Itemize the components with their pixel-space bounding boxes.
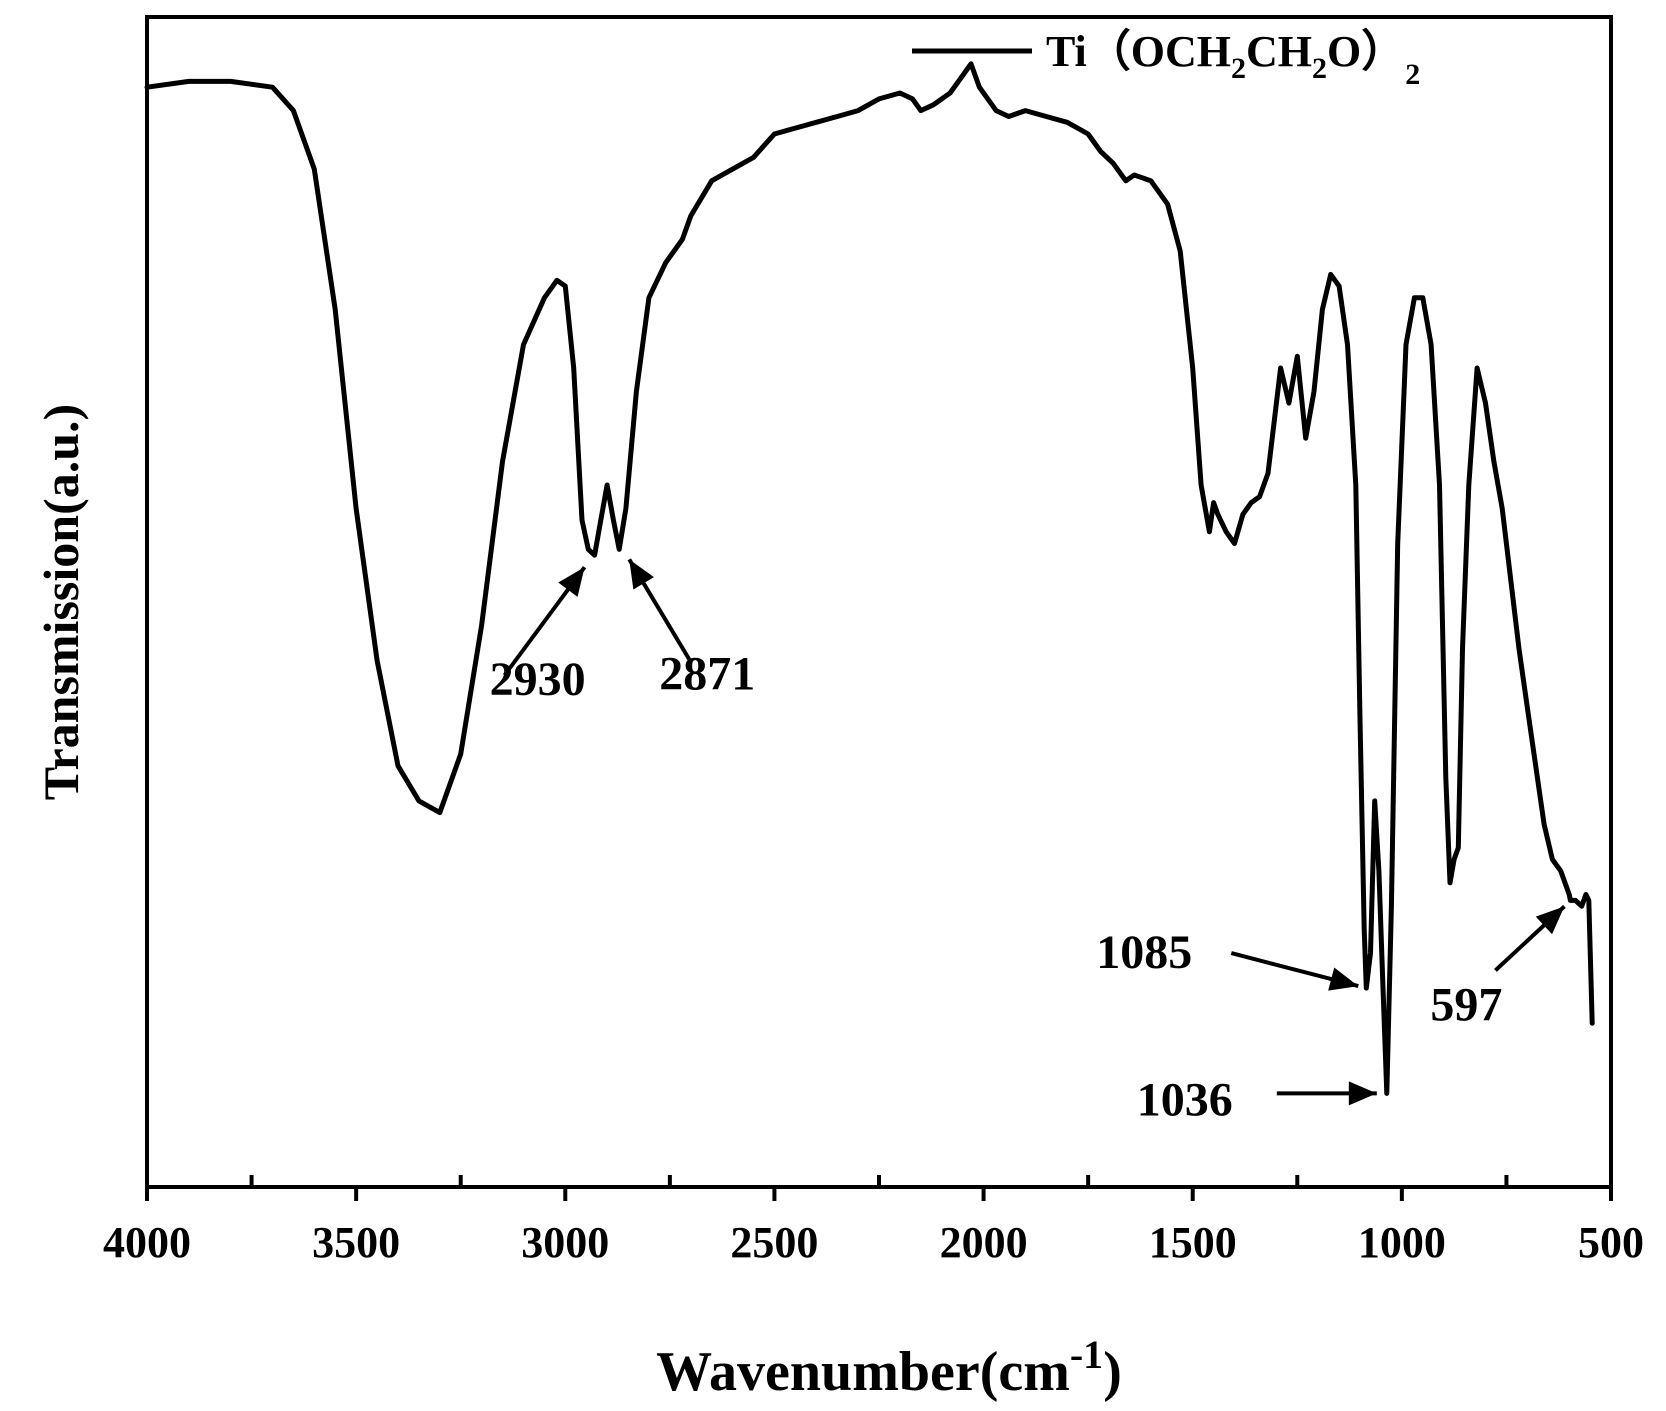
annotation-label-597: 597: [1430, 978, 1502, 1031]
legend-label: Ti（OCH2CH2O）2: [1046, 27, 1420, 91]
x-tick-label-1000: 1000: [1358, 1218, 1446, 1267]
x-tick-label-3000: 3000: [521, 1218, 609, 1267]
annotation-label-2871: 2871: [659, 647, 755, 700]
peak-annotations: 2930 2871 1085 1036 597: [490, 558, 1566, 1126]
x-tick-label-2500: 2500: [730, 1218, 818, 1267]
annotation-arrowhead-2871: [629, 559, 654, 590]
annotation-label-2930: 2930: [490, 653, 586, 706]
annotation-label-1036: 1036: [1137, 1073, 1233, 1126]
x-tick-label-4000: 4000: [103, 1218, 191, 1267]
x-tick-label-500: 500: [1578, 1218, 1644, 1267]
x-tick-label-1500: 1500: [1149, 1218, 1237, 1267]
x-axis-ticks: 4000 3500 3000 2500 2000 1500 1000 500: [103, 1175, 1644, 1267]
x-tick-label-3500: 3500: [312, 1218, 400, 1267]
x-tick-label-2000: 2000: [940, 1218, 1028, 1267]
annotation-arrowhead-597: [1535, 906, 1565, 935]
annotation-label-1085: 1085: [1096, 926, 1192, 979]
series-line: [144, 61, 1595, 1096]
y-axis-label: Transmission(a.u.): [33, 404, 89, 800]
x-axis-label: Wavenumber(cm-1): [656, 1332, 1122, 1403]
legend: Ti（OCH2CH2O）2: [912, 27, 1420, 91]
annotation-arrowhead-2930: [558, 567, 585, 597]
annotation-arrowhead-1036: [1348, 1081, 1377, 1106]
annotation-arrowhead-1085: [1328, 967, 1359, 991]
